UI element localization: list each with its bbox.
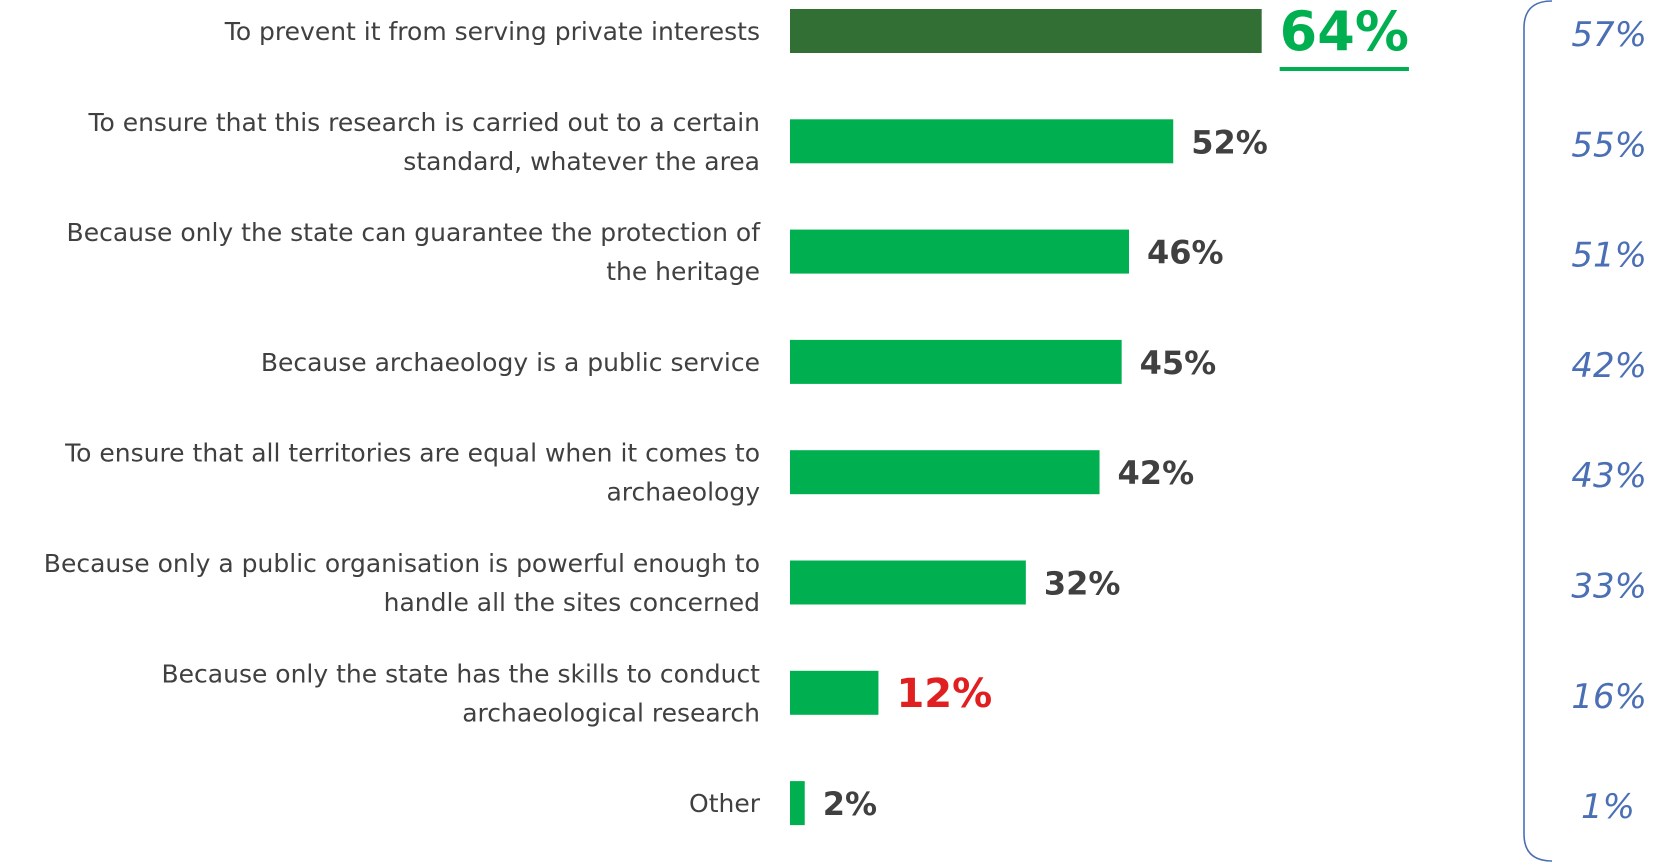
value-label: 2% xyxy=(823,785,877,823)
comparison-value-label: 1% xyxy=(1581,787,1635,827)
comparison-value-labels: 57% 55% 51% 42% 43% 33% 16% 1% xyxy=(1571,15,1647,827)
bar xyxy=(790,670,879,715)
bars xyxy=(790,9,1262,826)
bar xyxy=(790,9,1262,53)
category-label: Other xyxy=(689,789,761,818)
bar xyxy=(790,450,1100,495)
value-label: 64% xyxy=(1280,0,1409,63)
category-label: To ensure that all territories are equal… xyxy=(64,439,760,507)
bar xyxy=(790,119,1174,164)
value-label: 42% xyxy=(1118,454,1195,492)
bar xyxy=(790,229,1130,274)
value-label: 52% xyxy=(1191,123,1268,161)
value-label: 46% xyxy=(1147,234,1224,272)
value-label: 12% xyxy=(896,671,992,717)
category-label: Because only a public organisation is po… xyxy=(44,549,760,617)
category-labels: To prevent it from serving private inter… xyxy=(44,17,761,818)
category-label: Because archaeology is a public service xyxy=(261,348,760,377)
value-label: 45% xyxy=(1140,344,1217,382)
bar xyxy=(790,560,1026,605)
category-label: Because only the state can guarantee the… xyxy=(67,218,762,286)
comparison-value-label: 42% xyxy=(1571,346,1647,386)
value-label: 32% xyxy=(1044,565,1121,603)
category-label: Because only the state has the skills to… xyxy=(162,659,761,727)
category-label: To prevent it from serving private inter… xyxy=(224,17,760,46)
comparison-value-label: 16% xyxy=(1571,677,1647,717)
comparison-value-label: 51% xyxy=(1571,236,1647,276)
comparison-value-label: 57% xyxy=(1571,15,1647,55)
comparison-value-label: 33% xyxy=(1571,567,1647,607)
comparison-value-label: 43% xyxy=(1571,456,1647,496)
category-label: To ensure that this research is carried … xyxy=(87,108,760,176)
comparison-bracket xyxy=(1523,0,1553,862)
comparison-value-label: 55% xyxy=(1571,125,1647,165)
value-labels: 64% 52% 46% 45% 42% 32% 12% 2% xyxy=(823,0,1409,823)
value-label-underline xyxy=(1279,67,1409,71)
bar xyxy=(790,781,805,826)
bar xyxy=(790,339,1122,384)
